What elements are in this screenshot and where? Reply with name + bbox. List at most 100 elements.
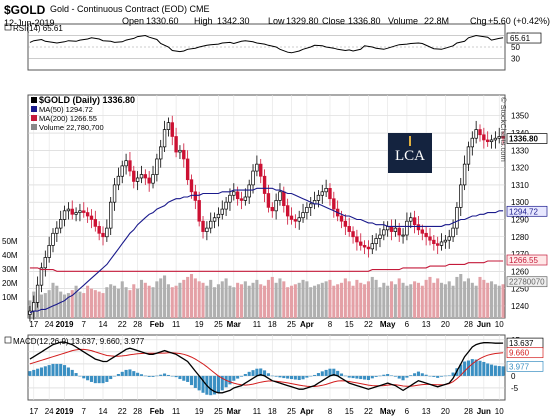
volume-bar [459, 274, 463, 318]
candle-body [485, 139, 490, 143]
rsi-legend: RSI(14) 65.61 [13, 24, 63, 33]
macd-last-label: 9.660 [509, 349, 530, 358]
macd-histogram-bar [36, 368, 40, 376]
candle-body [466, 146, 471, 165]
macd-histogram-bar [228, 375, 232, 385]
price-last-label: 1266.55 [509, 256, 538, 265]
candle-body [139, 174, 144, 179]
macd-x-tick: 28 [133, 407, 142, 416]
macd-histogram-bar [216, 375, 220, 393]
volume-bar [439, 282, 444, 318]
candle-body [51, 232, 55, 246]
candle-body [197, 200, 201, 222]
candle-body [489, 139, 494, 143]
volume-bar [174, 285, 178, 318]
volume-bar [343, 278, 347, 318]
volume-bar [109, 284, 113, 318]
price-x-tick: 17 [29, 320, 38, 329]
volume-bar [316, 284, 320, 318]
volume-bar [209, 279, 213, 318]
price-legend-swatch [31, 106, 37, 112]
volume-bar [374, 279, 378, 318]
macd-histogram-bar [286, 375, 290, 379]
candle-body [228, 194, 232, 203]
macd-histogram-bar [424, 374, 428, 376]
macd-histogram-bar [239, 375, 244, 377]
candle-body [482, 134, 486, 141]
macd-y-tick: -5 [511, 384, 519, 393]
volume-bar [363, 284, 367, 318]
volume-bar [328, 279, 332, 318]
rsi-line [29, 34, 504, 54]
volume-bar [324, 281, 328, 318]
macd-histogram-bar [178, 375, 182, 380]
price-y-tick: 1310 [511, 181, 529, 190]
candle-body [370, 243, 374, 250]
macd-histogram-bar [266, 373, 270, 376]
macd-histogram-bar [59, 363, 63, 376]
macd-histogram-bar [493, 365, 497, 376]
candle-body [116, 175, 121, 186]
macd-histogram-bar [428, 375, 432, 377]
candle-body [74, 212, 78, 215]
candle-body [270, 207, 274, 212]
volume-bar [182, 279, 186, 318]
macd-histogram-bar [247, 371, 251, 376]
candle-body [397, 227, 401, 236]
candle-body [289, 215, 294, 220]
candle-body [155, 158, 159, 175]
volume-bar [89, 288, 94, 318]
volume-bar [355, 279, 359, 318]
volume-bar [74, 285, 78, 318]
macd-histogram-bar [132, 371, 136, 376]
quote-close-label: Close [322, 16, 346, 26]
macd-histogram-bar [305, 375, 309, 378]
macd-histogram-bar [478, 360, 482, 376]
candle-body [362, 245, 367, 248]
volume-bar [297, 282, 301, 318]
candle-body [247, 184, 251, 198]
macd-histogram-bar [443, 375, 447, 377]
candle-body [62, 210, 67, 220]
candle-body [182, 149, 186, 160]
quote-volume-value: 22.8M [424, 16, 450, 26]
macd-histogram-bar [105, 375, 109, 382]
volume-bar [197, 281, 201, 318]
price-x-tick: 13 [422, 320, 431, 329]
price-y-tick: 1240 [511, 302, 529, 311]
macd-histogram-bar [74, 373, 78, 376]
candle-body [305, 207, 309, 213]
volume-bar [101, 293, 105, 318]
price-legend-swatch [31, 124, 37, 130]
volume-bar [120, 281, 124, 318]
volume-bar [489, 281, 494, 318]
candle-body [501, 136, 505, 139]
volume-bar [124, 287, 128, 318]
macd-histogram-bar [201, 375, 205, 393]
macd-histogram-bar [86, 375, 90, 381]
candle-body [35, 284, 40, 303]
volume-bar [386, 285, 390, 318]
macd-histogram-bar [236, 375, 240, 379]
volume-bar [213, 287, 217, 318]
volume-bar [247, 285, 251, 318]
volume-bar [432, 282, 436, 318]
volume-bar [424, 279, 428, 318]
volume-bar [313, 285, 317, 318]
candle-body [93, 219, 98, 227]
candle-body [351, 231, 355, 238]
volume-bar [70, 290, 74, 318]
macd-panel: -5051015MACD(12,26,9) 13.637, 9.660, 3.9… [4, 334, 544, 416]
price-x-tick: 8 [328, 320, 333, 329]
candle-body [297, 217, 301, 222]
candle-body [320, 191, 324, 196]
candle-body [382, 229, 386, 236]
candle-body [85, 212, 90, 217]
candle-body [478, 129, 482, 136]
price-last-label-box [506, 276, 548, 288]
macd-histogram-bar [489, 364, 494, 376]
quote-change-value: +5.60 (+0.42%) [488, 16, 550, 26]
price-legend-swatch [31, 97, 37, 103]
price-legend-item: MA(200) 1266.55 [39, 114, 97, 123]
